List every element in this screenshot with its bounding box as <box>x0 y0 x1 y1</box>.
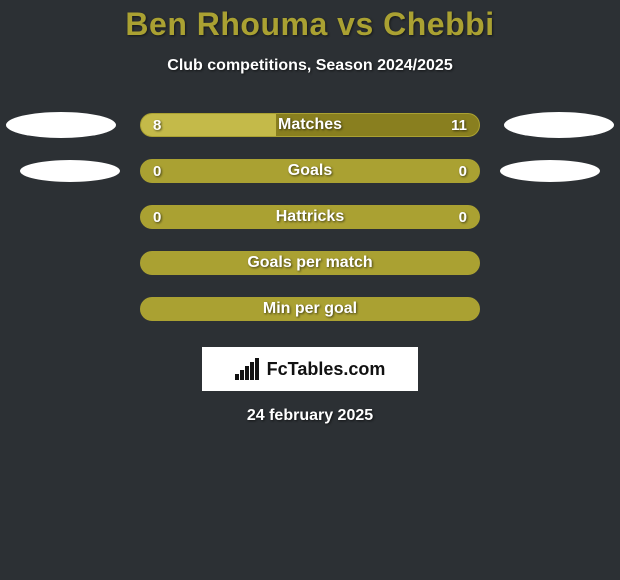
stat-label: Goals per match <box>141 252 479 274</box>
stat-row: 811Matches <box>0 113 620 137</box>
page-title: Ben Rhouma vs Chebbi <box>125 6 494 43</box>
stat-label: Hattricks <box>141 206 479 228</box>
stat-row: Goals per match <box>0 251 620 275</box>
logo-suffix: Tables.com <box>288 359 386 379</box>
comparison-infographic: Ben Rhouma vs Chebbi Club competitions, … <box>0 0 620 580</box>
logo-box: FcTables.com <box>202 347 418 391</box>
stat-row: Min per goal <box>0 297 620 321</box>
player2-name: Chebbi <box>383 6 494 42</box>
player1-marker <box>6 112 116 138</box>
subtitle: Club competitions, Season 2024/2025 <box>167 57 452 75</box>
stat-bar: 811Matches <box>140 113 480 137</box>
player1-name: Ben Rhouma <box>125 6 327 42</box>
stat-rows: 811Matches00Goals00HattricksGoals per ma… <box>0 113 620 321</box>
stat-bar: 0 0Hattricks <box>140 205 480 229</box>
player2-marker <box>500 160 600 182</box>
stat-bar: 0 0Goals <box>140 159 480 183</box>
stat-bar: Goals per match <box>140 251 480 275</box>
chart-icon <box>235 358 261 380</box>
vs-text: vs <box>328 6 383 42</box>
player2-marker <box>504 112 614 138</box>
logo-prefix: Fc <box>267 359 288 379</box>
stat-value-left: 8 <box>141 114 173 136</box>
stat-label: Min per goal <box>141 298 479 320</box>
stat-label: Goals <box>141 160 479 182</box>
stat-value-right: 11 <box>439 114 479 136</box>
date-text: 24 february 2025 <box>247 407 373 425</box>
stat-row: 0 0Goals <box>0 159 620 183</box>
stat-row: 0 0Hattricks <box>0 205 620 229</box>
stat-value-right: 0 <box>447 206 479 228</box>
player1-marker <box>20 160 120 182</box>
stat-value-right: 0 <box>447 160 479 182</box>
stat-value-left: 0 <box>141 206 173 228</box>
logo-text: FcTables.com <box>267 359 386 380</box>
stat-value-left: 0 <box>141 160 173 182</box>
stat-bar: Min per goal <box>140 297 480 321</box>
